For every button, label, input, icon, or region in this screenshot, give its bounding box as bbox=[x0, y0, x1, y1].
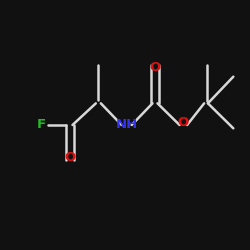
Text: O: O bbox=[178, 116, 189, 129]
Text: F: F bbox=[36, 118, 46, 132]
Text: O: O bbox=[64, 151, 76, 164]
Text: O: O bbox=[150, 61, 160, 74]
Text: NH: NH bbox=[116, 118, 138, 132]
